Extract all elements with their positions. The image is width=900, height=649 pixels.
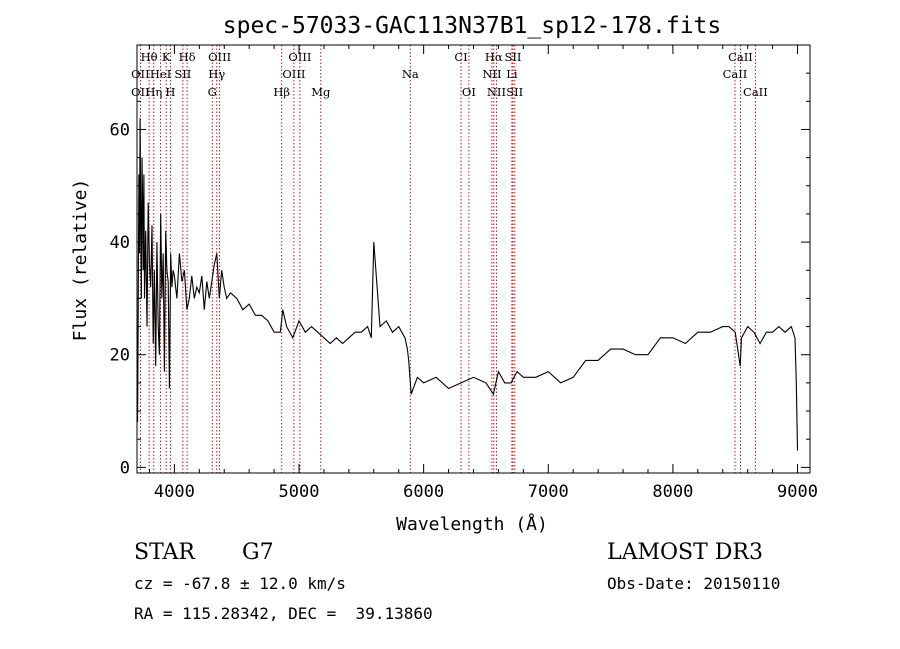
line-label-15: NII xyxy=(482,67,501,81)
line-label-10: HeI xyxy=(150,67,171,81)
chart-title: spec-57033-GAC113N37B1_sp12-178.fits xyxy=(223,13,722,39)
coordinates: RA = 115.28342, DEC = 39.13860 xyxy=(134,604,433,623)
x-tick-label-3: 7000 xyxy=(528,482,569,502)
line-label-11: SII xyxy=(174,67,191,81)
line-label-24: OI xyxy=(462,85,476,99)
line-label-26: SII xyxy=(506,85,523,99)
x-tick-label-5: 9000 xyxy=(777,482,818,502)
y-tick-label-0: 0 xyxy=(120,458,130,478)
line-label-7: SII xyxy=(505,50,522,64)
survey-name: LAMOST DR3 xyxy=(607,540,763,565)
line-label-25: NII xyxy=(487,85,506,99)
object-class: STAR xyxy=(134,540,195,565)
spectrum-series xyxy=(136,118,799,451)
line-label-6: Hα xyxy=(485,50,503,64)
line-label-12: Hγ xyxy=(208,67,225,81)
line-label-0: Hθ xyxy=(141,50,158,64)
y-axis-label: Flux (relative) xyxy=(70,179,91,342)
line-markers xyxy=(139,45,756,473)
line-label-20: H xyxy=(165,85,175,99)
line-label-21: G xyxy=(208,85,217,99)
line-label-17: CaII xyxy=(723,67,748,81)
x-tick-label-1: 5000 xyxy=(279,482,320,502)
line-label-1: K xyxy=(162,50,171,64)
obs-date: Obs-Date: 20150110 xyxy=(607,574,781,593)
x-tick-label-4: 8000 xyxy=(652,482,693,502)
line-label-22: Hβ xyxy=(273,85,290,99)
line-label-18: OII xyxy=(131,85,150,99)
line-label-23: Mg xyxy=(311,85,331,99)
x-tick-label-2: 6000 xyxy=(403,482,444,502)
y-tick-label-2: 40 xyxy=(110,233,130,253)
x-tick-label-0: 4000 xyxy=(154,482,195,502)
y-tick-label-1: 20 xyxy=(110,346,130,366)
redshift-value: cz = -67.8 ± 12.0 km/s xyxy=(134,574,346,593)
line-label-27: CaII xyxy=(743,85,768,99)
x-axis-label: Wavelength (Å) xyxy=(396,513,548,535)
axis-ticks: 4000 5000 6000 7000 8000 9000 0 20 40 60 xyxy=(110,45,818,502)
spectrum-line-0 xyxy=(136,118,799,451)
line-label-19: Hη xyxy=(145,85,162,99)
line-label-8: CaII xyxy=(728,50,753,64)
line-label-16: Li xyxy=(506,67,518,81)
line-label-9: OII xyxy=(131,67,150,81)
line-label-4: OIII xyxy=(288,50,311,64)
line-label-2: Hδ xyxy=(179,50,196,64)
line-label-5: CI xyxy=(454,50,467,64)
line-label-13: OIII xyxy=(282,67,305,81)
y-tick-label-3: 60 xyxy=(110,120,130,140)
line-label-3: OIII xyxy=(208,50,231,64)
subclass: G7 xyxy=(242,540,274,565)
line-label-14: Na xyxy=(402,67,419,81)
plot-frame xyxy=(136,44,811,474)
